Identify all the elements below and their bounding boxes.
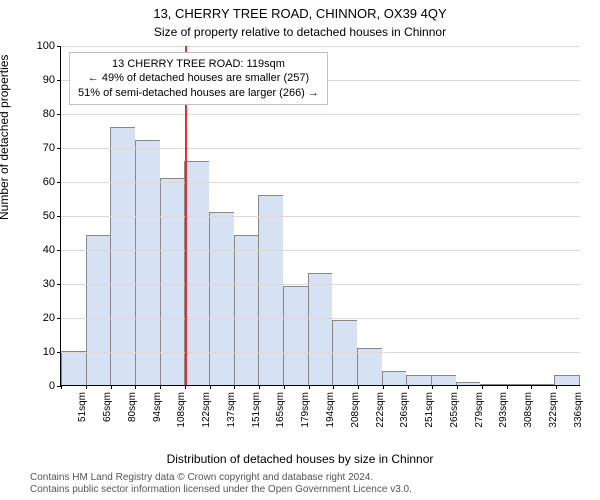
annotation-line: 13 CHERRY TREE ROAD: 119sqm [78, 57, 319, 71]
ytick-label: 90 [43, 74, 61, 86]
ytick-label: 50 [43, 210, 61, 222]
annotation-line: ← 49% of detached houses are smaller (25… [78, 71, 319, 85]
xtick-mark [358, 385, 359, 389]
annotation-box: 13 CHERRY TREE ROAD: 119sqm← 49% of deta… [69, 52, 328, 105]
xtick-mark [531, 385, 532, 389]
xtick-mark [457, 385, 458, 389]
xtick-label: 179sqm [300, 392, 311, 428]
xtick-mark [482, 385, 483, 389]
xtick-mark [383, 385, 384, 389]
xtick-mark [111, 385, 112, 389]
xtick-mark [432, 385, 433, 389]
xtick-mark [507, 385, 508, 389]
gridline [61, 284, 580, 285]
ytick-label: 70 [43, 142, 61, 154]
ytick-label: 40 [43, 244, 61, 256]
bar [283, 286, 308, 385]
page-title: 13, CHERRY TREE ROAD, CHINNOR, OX39 4QY [0, 0, 600, 21]
footer: Contains HM Land Registry data © Crown c… [30, 472, 412, 496]
xtick-label: 208sqm [350, 392, 361, 428]
ytick-label: 60 [43, 176, 61, 188]
xtick-label: 51sqm [77, 392, 88, 422]
xtick-mark [185, 385, 186, 389]
gridline [61, 182, 580, 183]
bar [135, 140, 160, 385]
xtick-label: 308sqm [523, 392, 534, 428]
ytick-label: 100 [37, 40, 61, 52]
footer-line-2: Contains public sector information licen… [30, 484, 412, 496]
ytick-label: 10 [43, 346, 61, 358]
xtick-mark [234, 385, 235, 389]
xtick-label: 265sqm [449, 392, 460, 428]
bar [258, 195, 283, 385]
gridline [61, 114, 580, 115]
bar [456, 382, 481, 385]
bar [406, 375, 431, 385]
xtick-label: 122sqm [201, 392, 212, 428]
xtick-mark [556, 385, 557, 389]
xtick-label: 65sqm [102, 392, 113, 422]
xtick-label: 236sqm [399, 392, 410, 428]
bar [234, 235, 259, 385]
ytick-label: 80 [43, 108, 61, 120]
page: 13, CHERRY TREE ROAD, CHINNOR, OX39 4QY … [0, 0, 600, 500]
bar [160, 178, 185, 385]
xtick-label: 222sqm [375, 392, 386, 428]
xtick-label: 108sqm [176, 392, 187, 428]
xtick-label: 322sqm [548, 392, 559, 428]
page-subtitle: Size of property relative to detached ho… [0, 21, 600, 39]
xtick-mark [86, 385, 87, 389]
bar [530, 384, 555, 385]
xtick-mark [284, 385, 285, 389]
y-axis-label: Number of detached properties [0, 55, 11, 220]
xtick-label: 293sqm [498, 392, 509, 428]
xtick-mark [333, 385, 334, 389]
chart-area: 010203040506070809010051sqm65sqm80sqm94s… [60, 46, 580, 386]
xtick-mark [408, 385, 409, 389]
bar [554, 375, 580, 385]
xtick-mark [135, 385, 136, 389]
bar [505, 384, 530, 385]
bar [431, 375, 456, 385]
xtick-label: 336sqm [573, 392, 584, 428]
xtick-label: 165sqm [275, 392, 286, 428]
xtick-label: 94sqm [152, 392, 163, 422]
gridline [61, 250, 580, 251]
xtick-mark [309, 385, 310, 389]
bar [357, 348, 382, 385]
gridline [61, 216, 580, 217]
xtick-label: 279sqm [474, 392, 485, 428]
bar [61, 351, 86, 385]
gridline [61, 352, 580, 353]
xtick-label: 194sqm [325, 392, 336, 428]
gridline [61, 46, 580, 47]
bar [308, 273, 333, 385]
xtick-label: 80sqm [127, 392, 138, 422]
xtick-label: 151sqm [251, 392, 262, 428]
x-axis-label: Distribution of detached houses by size … [0, 452, 600, 466]
xtick-label: 137sqm [226, 392, 237, 428]
gridline [61, 148, 580, 149]
xtick-mark [160, 385, 161, 389]
xtick-mark [259, 385, 260, 389]
gridline [61, 318, 580, 319]
bar [86, 235, 111, 385]
xtick-mark [210, 385, 211, 389]
xtick-mark [61, 385, 62, 389]
footer-line-1: Contains HM Land Registry data © Crown c… [30, 472, 412, 484]
ytick-label: 30 [43, 278, 61, 290]
ytick-label: 0 [49, 380, 61, 392]
xtick-label: 251sqm [424, 392, 435, 428]
bar [480, 384, 505, 385]
bar [382, 371, 407, 385]
bar [110, 127, 135, 385]
annotation-line: 51% of semi-detached houses are larger (… [78, 86, 319, 100]
bar [209, 212, 234, 385]
ytick-label: 20 [43, 312, 61, 324]
